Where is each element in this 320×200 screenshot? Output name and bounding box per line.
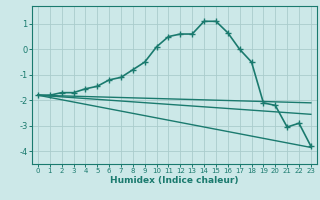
X-axis label: Humidex (Indice chaleur): Humidex (Indice chaleur) [110,176,239,185]
